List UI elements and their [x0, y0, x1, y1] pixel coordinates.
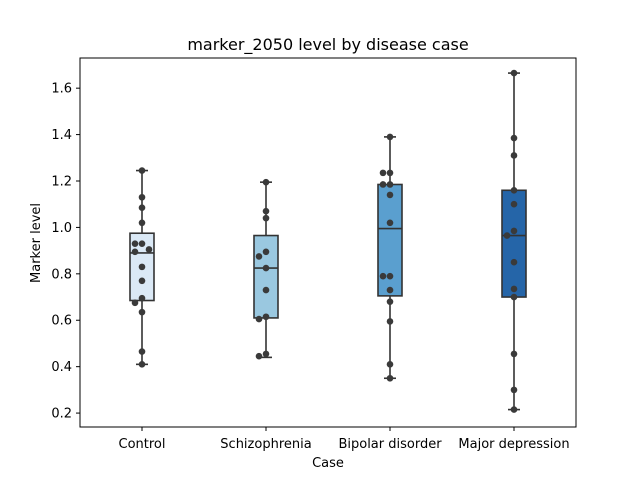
- data-point: [255, 315, 263, 323]
- data-point: [262, 248, 270, 256]
- data-point: [503, 232, 511, 239]
- y-tick-label: 1.4: [51, 128, 72, 143]
- data-point: [138, 167, 146, 174]
- y-tick-label: 1.2: [51, 175, 72, 190]
- data-point: [510, 258, 518, 266]
- box-group-schizophrenia: [253, 178, 279, 360]
- data-point: [386, 133, 394, 141]
- data-point: [145, 246, 153, 253]
- data-point: [386, 361, 394, 368]
- axes-frame: [79, 57, 577, 428]
- data-point: [510, 152, 518, 159]
- y-tick-label: 0.2: [51, 407, 72, 422]
- data-point: [510, 186, 518, 194]
- y-tick-label: 0.4: [51, 360, 72, 375]
- data-point: [386, 298, 394, 305]
- plot-area: [129, 69, 527, 413]
- x-axis-label: Case: [312, 456, 344, 471]
- x-tick-label: Bipolar disorder: [338, 437, 442, 452]
- data-point: [138, 219, 146, 227]
- data-point: [131, 240, 139, 247]
- y-axis-label: Marker level: [29, 203, 44, 283]
- data-point: [386, 272, 394, 280]
- data-point: [262, 350, 270, 358]
- y-tick-label: 1.6: [51, 82, 72, 97]
- data-point: [262, 313, 270, 321]
- data-point: [510, 69, 518, 77]
- box-group-bipolar-disorder: [377, 133, 403, 382]
- data-point: [262, 264, 270, 272]
- x-tick-label: Control: [119, 437, 166, 452]
- data-point: [138, 361, 146, 368]
- data-point: [262, 214, 270, 222]
- data-point: [255, 253, 263, 260]
- data-point: [255, 352, 263, 360]
- data-point: [386, 169, 394, 177]
- x-tick-label: Major depression: [458, 437, 569, 452]
- data-point: [510, 406, 518, 413]
- data-point: [386, 318, 394, 325]
- data-point: [510, 293, 518, 301]
- data-point: [131, 248, 139, 256]
- data-point: [138, 193, 146, 201]
- data-point: [138, 277, 146, 285]
- data-point: [510, 134, 518, 142]
- y-tick-label: 0.6: [51, 314, 72, 329]
- data-point: [262, 178, 270, 186]
- x-tick-label: Schizophrenia: [220, 437, 311, 452]
- data-point: [510, 200, 518, 208]
- data-point: [138, 240, 146, 247]
- chart-title: marker_2050 level by disease case: [187, 35, 468, 55]
- box-group-control: [129, 167, 155, 368]
- data-point: [510, 386, 518, 394]
- data-point: [262, 286, 270, 294]
- data-point: [386, 191, 394, 199]
- box-group-major-depression: [501, 69, 527, 413]
- data-point: [138, 308, 146, 316]
- data-point: [386, 374, 394, 382]
- data-point: [379, 272, 387, 280]
- data-point: [510, 350, 518, 358]
- data-point: [379, 181, 387, 188]
- data-point: [138, 204, 146, 211]
- data-point: [386, 286, 394, 294]
- data-point: [379, 169, 387, 177]
- y-tick-label: 1.0: [51, 221, 72, 236]
- data-point: [138, 348, 146, 355]
- data-point: [386, 219, 394, 227]
- data-point: [131, 299, 139, 307]
- data-point: [386, 181, 394, 188]
- data-point: [510, 227, 518, 235]
- box-iqr: [253, 234, 279, 319]
- y-tick-label: 0.8: [51, 267, 72, 282]
- data-point: [262, 207, 270, 215]
- data-point: [138, 294, 146, 302]
- data-point: [510, 285, 518, 293]
- data-point: [138, 263, 146, 271]
